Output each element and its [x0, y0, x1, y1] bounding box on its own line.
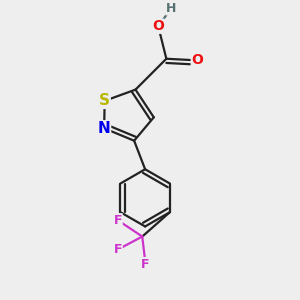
Text: F: F: [114, 243, 122, 256]
Text: O: O: [191, 53, 203, 68]
Text: N: N: [98, 121, 110, 136]
Text: S: S: [99, 93, 110, 108]
Text: H: H: [166, 2, 176, 15]
Text: F: F: [141, 258, 150, 271]
Text: O: O: [152, 19, 164, 33]
Text: F: F: [114, 214, 122, 227]
